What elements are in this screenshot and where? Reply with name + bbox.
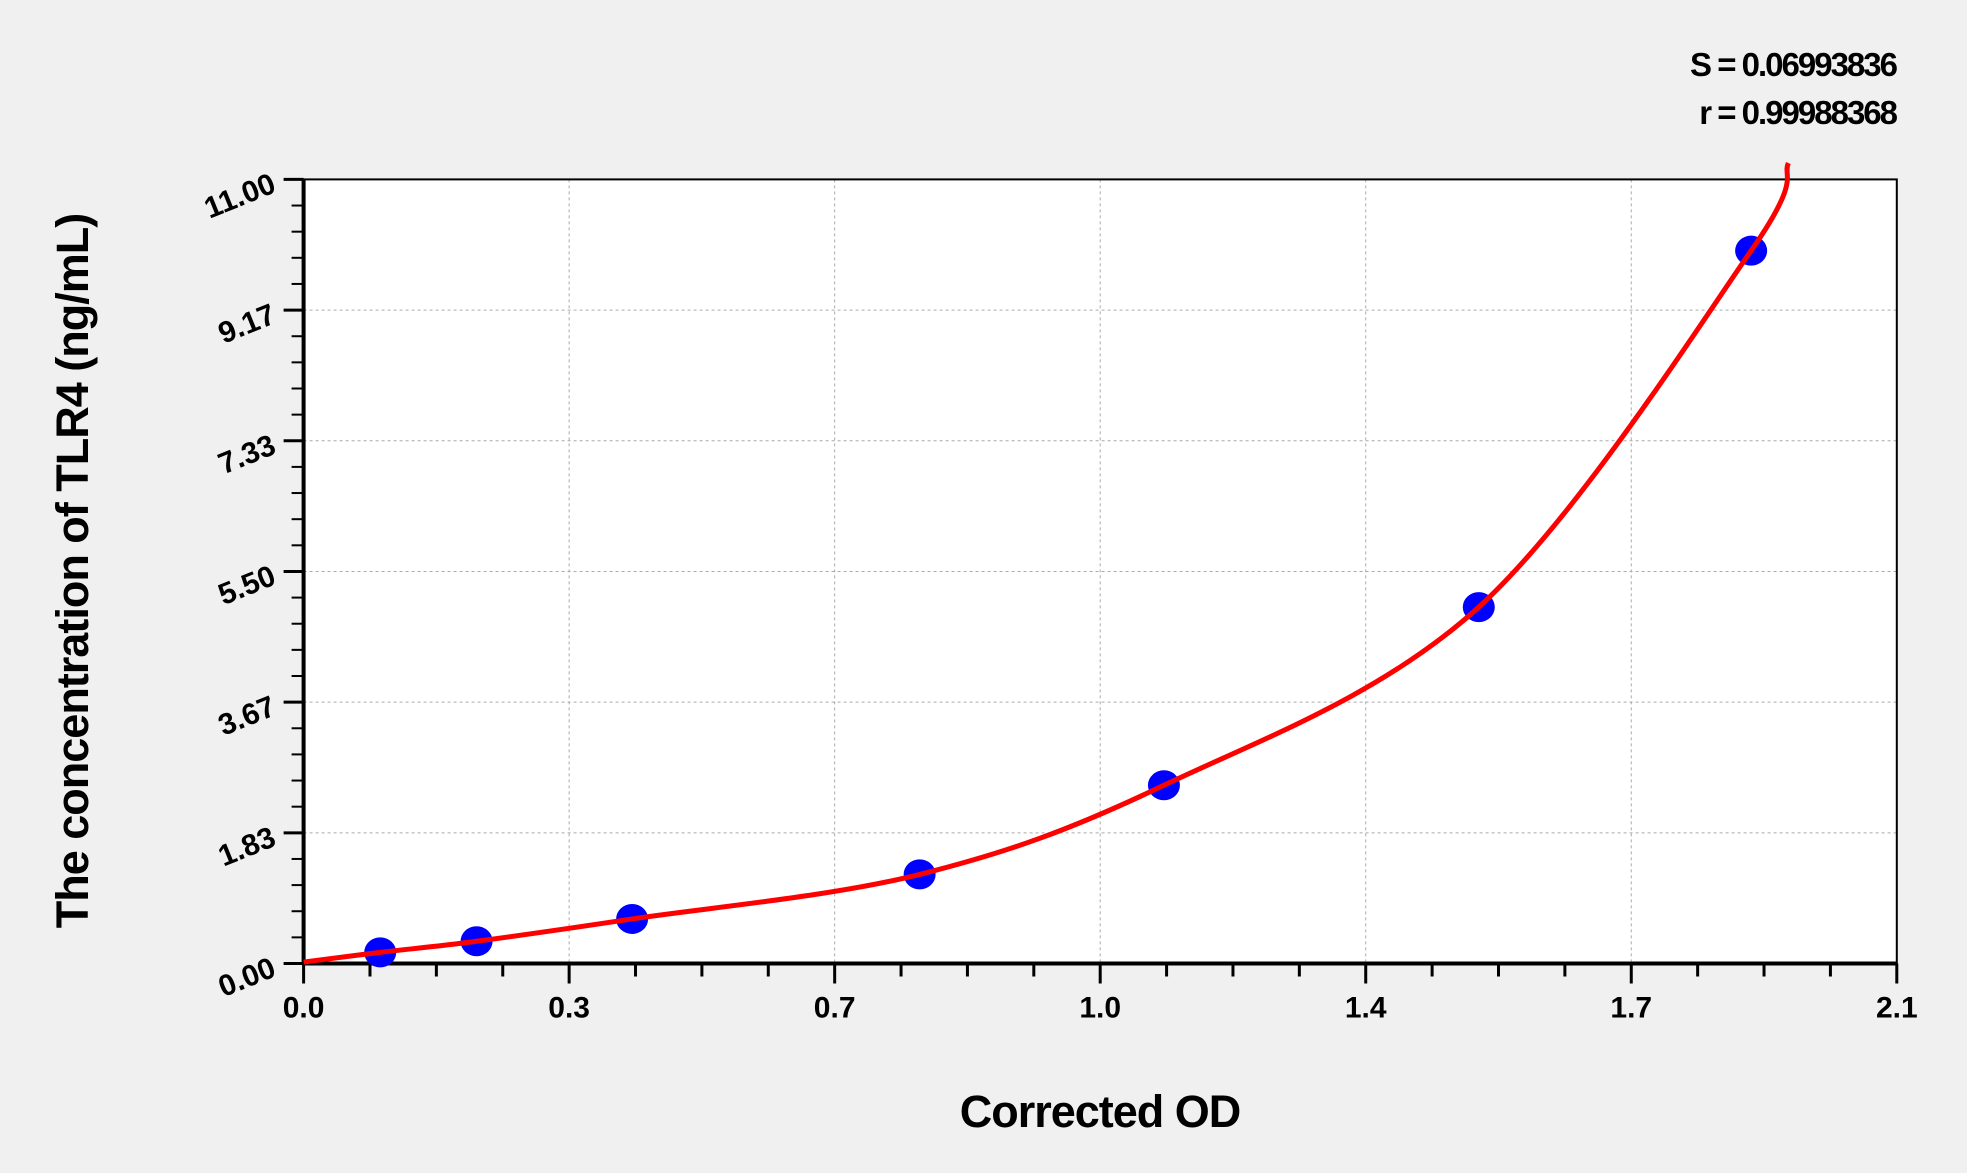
y-axis-label: The concentration of TLR4 (ng/mL): [47, 214, 98, 928]
x-tick-label: 0.0: [283, 992, 325, 1025]
y-tick-label: 11.00: [200, 167, 280, 225]
s-annotation: S = 0.06993836: [1690, 46, 1898, 83]
x-tick-label: 1.4: [1345, 992, 1387, 1025]
x-tick-label: 1.7: [1610, 992, 1652, 1025]
y-tick-label: 7.33: [214, 429, 281, 481]
x-tick-label: 2.1: [1876, 992, 1918, 1025]
y-tick-label: 9.17: [214, 298, 281, 350]
y-tick-label: 3.67: [214, 690, 281, 742]
fit-curve: [303, 162, 1791, 965]
y-tick-label: 5.50: [214, 559, 281, 611]
x-tick-label: 0.3: [548, 992, 590, 1025]
y-tick-label: 1.83: [214, 821, 281, 873]
x-tick-label: 1.0: [1079, 992, 1121, 1025]
x-axis-label: Corrected OD: [960, 1086, 1241, 1137]
x-tick-label: 0.7: [814, 992, 856, 1025]
y-tick-label: 0.00: [214, 951, 281, 1003]
r-annotation: r = 0.99988368: [1699, 94, 1897, 131]
